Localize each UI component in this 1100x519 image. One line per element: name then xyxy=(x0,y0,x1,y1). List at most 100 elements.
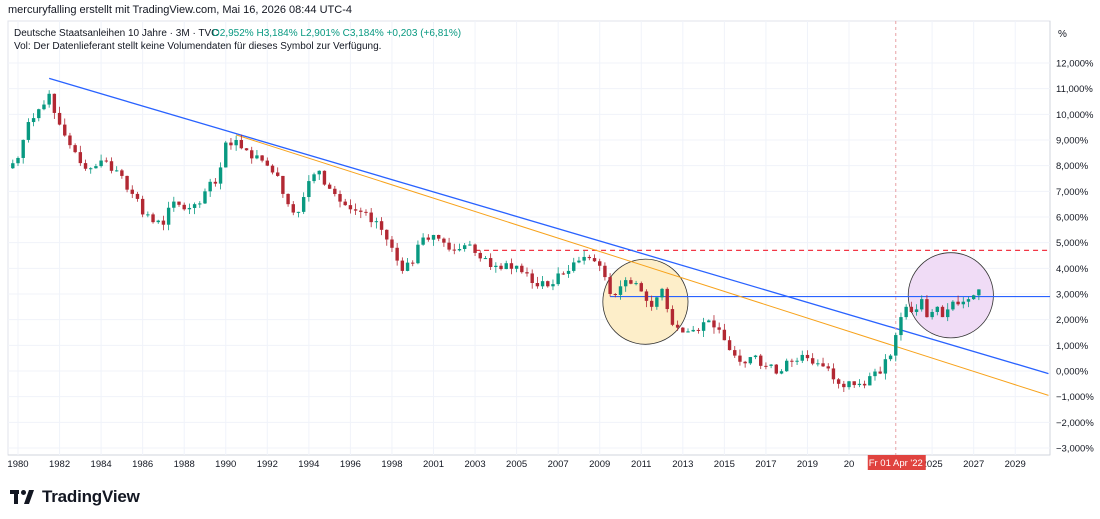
x-tick-label: 1982 xyxy=(49,459,70,470)
candle-body xyxy=(68,135,72,146)
legend-symbol: Deutsche Staatsanleihen 10 Jahre · 3M · … xyxy=(14,28,218,39)
candle-body xyxy=(909,306,914,312)
candle-body xyxy=(161,220,166,225)
candle-body xyxy=(301,197,306,212)
candle-body xyxy=(920,299,924,310)
y-tick-label: 3,000% xyxy=(1056,290,1089,301)
candle-body xyxy=(577,260,581,263)
candle-body xyxy=(203,191,207,204)
candle-body xyxy=(504,263,508,270)
x-tick-label: 2001 xyxy=(423,459,444,470)
candle-body xyxy=(275,172,280,176)
candle-body xyxy=(270,165,275,173)
candle-body xyxy=(727,340,732,351)
candle-body xyxy=(836,379,841,384)
candle-body xyxy=(971,295,976,300)
y-tick-label: 6,000% xyxy=(1056,213,1089,224)
candle-body xyxy=(327,184,332,189)
candle-body xyxy=(701,322,706,331)
candle-body xyxy=(369,212,373,223)
candle-body xyxy=(816,363,820,365)
candle-body xyxy=(109,161,114,171)
candle-body xyxy=(925,299,929,318)
candle-body xyxy=(447,242,451,250)
candle-body xyxy=(400,260,405,271)
candle-body xyxy=(317,170,321,175)
candle-body xyxy=(894,335,898,356)
x-tick-label: 1994 xyxy=(298,459,319,470)
candle-body xyxy=(821,363,825,367)
date-badge-background xyxy=(867,455,926,470)
candle-body xyxy=(457,249,462,251)
y-tick-label: 9,000% xyxy=(1056,136,1089,147)
candle-body xyxy=(42,104,46,110)
candle-body xyxy=(805,354,810,359)
candle-body xyxy=(592,258,597,262)
candle-body xyxy=(764,365,768,367)
y-tick-label: −1,000% xyxy=(1056,392,1094,403)
date-badge: Fr 01 Apr '22 xyxy=(867,455,926,470)
candle-body xyxy=(156,220,160,223)
candle-body xyxy=(842,383,846,388)
x-tick-label: 2005 xyxy=(506,459,527,470)
candle-body xyxy=(847,381,851,388)
candle-body xyxy=(930,311,934,318)
candle-body xyxy=(888,355,893,360)
y-tick-label: 0,000% xyxy=(1056,367,1089,378)
y-axis-unit: % xyxy=(1058,29,1067,40)
candle-body xyxy=(810,358,815,364)
candle-body xyxy=(509,263,514,269)
x-tick-label: 2013 xyxy=(672,459,693,470)
y-tick-label: 10,000% xyxy=(1056,110,1094,121)
candle-body xyxy=(114,170,119,172)
candle-body xyxy=(494,265,498,267)
x-tick-label: 1980 xyxy=(7,459,28,470)
candle-body xyxy=(462,245,467,250)
candle-body xyxy=(826,366,830,369)
candle-body xyxy=(634,283,638,285)
candle-body xyxy=(281,175,285,194)
candle-body xyxy=(478,252,482,259)
candle-body xyxy=(613,294,617,295)
candle-body xyxy=(37,109,41,119)
candle-body xyxy=(229,142,233,146)
candle-body xyxy=(784,360,789,372)
y-tick-label: 4,000% xyxy=(1056,264,1089,275)
candle-body xyxy=(540,281,545,287)
highlight-circle-orange xyxy=(602,258,689,345)
x-tick-label: 2009 xyxy=(589,459,610,470)
candle-body xyxy=(296,211,301,213)
candle-body xyxy=(426,237,431,240)
x-tick-label: 1992 xyxy=(257,459,278,470)
candle-body xyxy=(946,309,950,318)
candle-body xyxy=(431,234,436,240)
candle-body xyxy=(234,140,238,146)
tradingview-wordmark: TradingView xyxy=(42,487,140,506)
candle-body xyxy=(800,354,804,361)
candle-body xyxy=(587,256,592,259)
drawing-lines xyxy=(48,21,1050,455)
candle-body xyxy=(546,281,550,287)
candle-body xyxy=(618,286,623,295)
candle-body xyxy=(940,306,945,318)
tradingview-logo-icon xyxy=(10,490,34,504)
footer-brand[interactable]: TradingView xyxy=(10,486,140,508)
candle-body xyxy=(83,163,88,169)
candle-body xyxy=(244,148,249,151)
candle-body xyxy=(883,359,888,374)
candle-body xyxy=(966,299,971,302)
candle-body xyxy=(312,174,316,182)
x-tick-label: 2027 xyxy=(963,459,984,470)
candle-body xyxy=(514,265,519,269)
candle-body xyxy=(390,239,394,248)
candle-body xyxy=(57,112,62,125)
x-tick-label: 1984 xyxy=(91,459,112,470)
axis-labels: 12,000% 11,000% 10,000% 9,000% 8,000% 7,000% 6… xyxy=(7,59,1094,471)
candle-body xyxy=(421,237,425,245)
candle-body xyxy=(862,383,867,386)
candle-body xyxy=(951,301,955,310)
candle-body xyxy=(660,288,664,298)
candle-body xyxy=(442,238,446,243)
legend-ohlc: O2,952% H3,184% L2,901% C3,184% +0,203 (… xyxy=(212,28,461,39)
